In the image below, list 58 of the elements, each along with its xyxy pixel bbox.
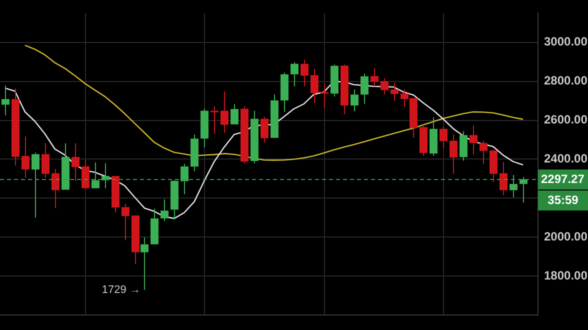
candlestick: [82, 160, 90, 188]
candlestick: [440, 126, 448, 149]
y-tick-label: 3000.00: [544, 34, 588, 49]
candlestick: [460, 130, 468, 162]
candlestick: [52, 168, 60, 209]
candlestick: [320, 82, 328, 108]
candlestick: [140, 237, 148, 290]
candlestick: [330, 64, 338, 98]
candlestick: [250, 110, 258, 164]
candlestick: [470, 124, 478, 156]
candlestick: [180, 163, 188, 195]
candlestick: [310, 68, 318, 104]
y-tick-label: 2400.00: [544, 152, 588, 166]
candlestick: [370, 68, 378, 87]
candlestick: [112, 176, 120, 213]
candlestick: [2, 85, 10, 116]
candlestick: [190, 134, 198, 172]
candlestick: [102, 162, 110, 189]
candlestick: [240, 106, 248, 164]
candlestick: [260, 116, 268, 144]
candlestick: [42, 142, 50, 178]
candlestick: [450, 134, 458, 174]
candlestick: [480, 140, 488, 164]
candlestick: [220, 90, 228, 134]
candlestick: [380, 78, 388, 95]
y-tick-label: 2800.00: [544, 74, 588, 88]
candlestick: [300, 59, 308, 87]
candlestick: [280, 72, 288, 112]
candlestick: [92, 162, 100, 188]
candlestick: [32, 152, 40, 218]
candlestick: [340, 64, 348, 115]
candlestick: [210, 106, 218, 134]
candlestick: [200, 108, 208, 148]
candlestick: [420, 124, 428, 156]
candlestick: [62, 142, 70, 190]
candlestick: [270, 94, 278, 138]
text: 35:59: [548, 192, 579, 207]
candlestick: [500, 161, 508, 196]
candlestick: [350, 89, 358, 112]
candlestick: [22, 136, 30, 178]
candlestick: [430, 116, 438, 156]
candlestick: [230, 104, 238, 124]
candlestick: [122, 204, 130, 241]
candlestick: [520, 176, 528, 204]
candlestick: [160, 198, 168, 222]
ref-line-label: 2297.27: [541, 172, 585, 186]
candlestick: [510, 174, 518, 198]
y-tick-label: 1800.00: [544, 268, 588, 282]
candlestick: [72, 142, 80, 182]
candlestick: [12, 88, 20, 166]
candlestick: [390, 82, 398, 102]
y-tick-label: 2000.00: [544, 229, 588, 244]
candlestick: [170, 180, 178, 220]
y-tick-label: 2600.00: [544, 112, 588, 127]
candlestick: [290, 62, 298, 87]
candlestick: [360, 73, 368, 104]
annotation: 1729 →: [102, 284, 140, 296]
candlestick: [150, 208, 158, 244]
